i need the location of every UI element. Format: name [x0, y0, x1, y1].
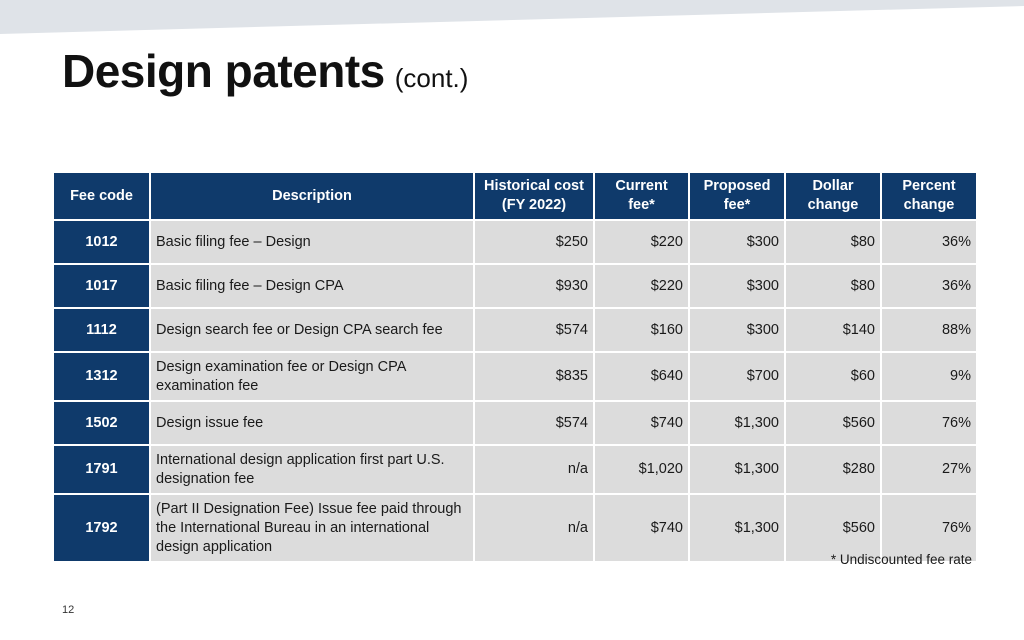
current-fee-cell: $740 [595, 402, 688, 444]
table-row: 1792 (Part II Designation Fee) Issue fee… [54, 495, 976, 561]
dollar-change-cell: $140 [786, 309, 880, 351]
percent-change-cell: 27% [882, 446, 976, 493]
description-cell: (Part II Designation Fee) Issue fee paid… [151, 495, 473, 561]
page-number: 12 [62, 604, 75, 616]
header-proposed-fee: Proposed fee* [690, 173, 784, 219]
current-fee-cell: $160 [595, 309, 688, 351]
fee-table: Fee code Description Historical cost (FY … [52, 171, 978, 563]
percent-change-cell: 36% [882, 265, 976, 307]
description-cell: Design search fee or Design CPA search f… [151, 309, 473, 351]
dollar-change-cell: $560 [786, 495, 880, 561]
historical-cost-cell: $574 [475, 402, 593, 444]
description-cell: International design application first p… [151, 446, 473, 493]
table-row: 1502 Design issue fee $574 $740 $1,300 $… [54, 402, 976, 444]
proposed-fee-cell: $300 [690, 265, 784, 307]
percent-change-cell: 88% [882, 309, 976, 351]
proposed-fee-cell: $300 [690, 309, 784, 351]
header-historical-cost: Historical cost (FY 2022) [475, 173, 593, 219]
table-row: 1017 Basic filing fee – Design CPA $930 … [54, 265, 976, 307]
percent-change-cell: 36% [882, 221, 976, 263]
header-dollar-change: Dollar change [786, 173, 880, 219]
table-row: 1012 Basic filing fee – Design $250 $220… [54, 221, 976, 263]
fee-code-cell: 1312 [54, 353, 149, 400]
historical-cost-cell: $574 [475, 309, 593, 351]
current-fee-cell: $1,020 [595, 446, 688, 493]
proposed-fee-cell: $1,300 [690, 495, 784, 561]
fee-code-cell: 1112 [54, 309, 149, 351]
header-percent-change: Percent change [882, 173, 976, 219]
description-cell: Design issue fee [151, 402, 473, 444]
current-fee-cell: $640 [595, 353, 688, 400]
description-cell: Design examination fee or Design CPA exa… [151, 353, 473, 400]
proposed-fee-cell: $700 [690, 353, 784, 400]
table-header-row: Fee code Description Historical cost (FY … [54, 173, 976, 219]
dollar-change-cell: $560 [786, 402, 880, 444]
historical-cost-cell: $930 [475, 265, 593, 307]
header-description: Description [151, 173, 473, 219]
footnote: * Undiscounted fee rate [830, 552, 972, 567]
proposed-fee-cell: $300 [690, 221, 784, 263]
current-fee-cell: $740 [595, 495, 688, 561]
dollar-change-cell: $80 [786, 265, 880, 307]
historical-cost-cell: $250 [475, 221, 593, 263]
proposed-fee-cell: $1,300 [690, 446, 784, 493]
dollar-change-cell: $280 [786, 446, 880, 493]
percent-change-cell: 76% [882, 402, 976, 444]
title-suffix: (cont.) [394, 63, 469, 93]
current-fee-cell: $220 [595, 221, 688, 263]
fee-code-cell: 1017 [54, 265, 149, 307]
percent-change-cell: 76% [882, 495, 976, 561]
table-row: 1312 Design examination fee or Design CP… [54, 353, 976, 400]
header-current-fee: Current fee* [595, 173, 688, 219]
dollar-change-cell: $80 [786, 221, 880, 263]
page-title: Design patents (cont.) [62, 44, 468, 98]
proposed-fee-cell: $1,300 [690, 402, 784, 444]
dollar-change-cell: $60 [786, 353, 880, 400]
historical-cost-cell: n/a [475, 495, 593, 561]
header-fee-code: Fee code [54, 173, 149, 219]
historical-cost-cell: $835 [475, 353, 593, 400]
historical-cost-cell: n/a [475, 446, 593, 493]
current-fee-cell: $220 [595, 265, 688, 307]
title-main: Design patents [62, 45, 385, 97]
table-row: 1791 International design application fi… [54, 446, 976, 493]
fee-code-cell: 1012 [54, 221, 149, 263]
percent-change-cell: 9% [882, 353, 976, 400]
top-band-decoration [0, 0, 1024, 34]
fee-code-cell: 1502 [54, 402, 149, 444]
table-row: 1112 Design search fee or Design CPA sea… [54, 309, 976, 351]
description-cell: Basic filing fee – Design [151, 221, 473, 263]
fee-code-cell: 1792 [54, 495, 149, 561]
fee-code-cell: 1791 [54, 446, 149, 493]
description-cell: Basic filing fee – Design CPA [151, 265, 473, 307]
